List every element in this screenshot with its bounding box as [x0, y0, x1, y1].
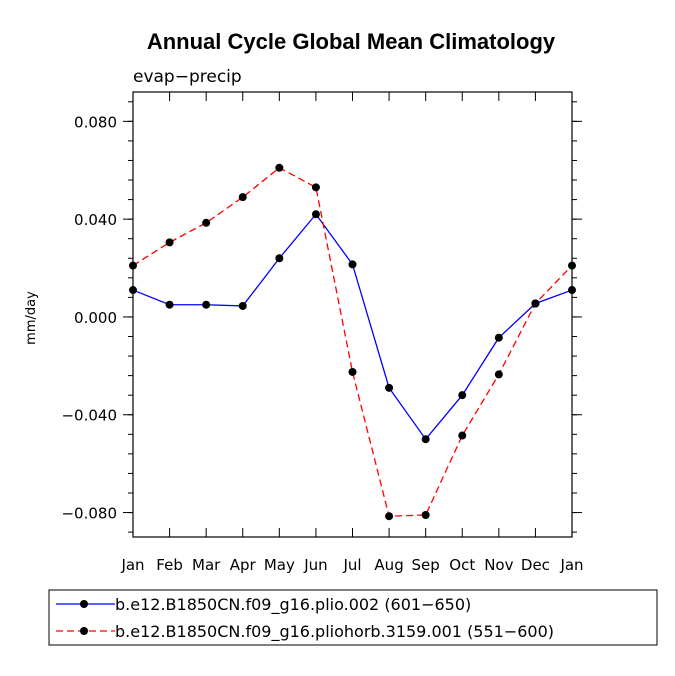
legend-label-series-1: b.e12.B1850CN.f09_g16.plio.002 (601−650) — [115, 595, 471, 615]
plot-frame — [132, 91, 573, 538]
data-point-series-1 — [494, 333, 503, 342]
data-point-series-1 — [165, 300, 174, 309]
y-tick-label: −0.080 — [61, 505, 117, 523]
data-point-series-2 — [202, 218, 211, 227]
data-point-series-1 — [348, 260, 357, 269]
legend-marker-series-2 — [80, 627, 88, 635]
x-tick-label: Aug — [374, 556, 403, 574]
x-tick-label: Sep — [412, 556, 440, 574]
data-point-series-1 — [385, 383, 394, 392]
series-line-2 — [132, 167, 573, 517]
x-tick-label: May — [264, 556, 295, 574]
y-tick-label: 0.000 — [74, 309, 117, 327]
x-tick-label: Feb — [156, 556, 183, 574]
legend-box — [48, 589, 658, 646]
x-tick-label: Oct — [449, 556, 475, 574]
series-line-1 — [132, 213, 573, 441]
data-point-series-1 — [311, 210, 320, 219]
x-tick-label: Jul — [342, 556, 361, 574]
y-tick-label: 0.080 — [74, 113, 117, 131]
data-point-series-2 — [421, 510, 430, 519]
legend-label-series-2: b.e12.B1850CN.f09_g16.pliohorb.3159.001 … — [115, 622, 554, 642]
data-point-series-2 — [494, 370, 503, 379]
y-axis-label: mm/day — [24, 291, 39, 345]
x-tick-label: Jan — [559, 556, 583, 574]
data-point-series-1 — [202, 300, 211, 309]
x-tick-label: Nov — [484, 556, 513, 574]
data-point-series-2 — [165, 238, 174, 247]
x-tick-label: Mar — [192, 556, 221, 574]
data-point-series-2 — [311, 183, 320, 192]
y-tick-label: −0.040 — [61, 407, 117, 425]
x-tick-label: Jan — [120, 556, 144, 574]
x-tick-label: Jun — [303, 556, 327, 574]
chart-title: Annual Cycle Global Mean Climatology — [147, 29, 556, 54]
data-point-series-1 — [275, 254, 284, 263]
data-point-series-1 — [238, 301, 247, 310]
data-point-series-2 — [238, 193, 247, 202]
data-point-series-2 — [531, 299, 540, 308]
y-tick-label: 0.040 — [74, 211, 117, 229]
data-point-series-2 — [385, 512, 394, 521]
data-point-series-2 — [458, 431, 467, 440]
chart-subtitle: evap−precip — [133, 67, 242, 87]
x-tick-label: Apr — [230, 556, 257, 574]
data-point-series-1 — [421, 435, 430, 444]
data-point-series-2 — [275, 163, 284, 172]
legend-marker-series-1 — [80, 600, 88, 608]
x-tick-label: Dec — [521, 556, 550, 574]
data-point-series-2 — [348, 367, 357, 376]
data-point-series-1 — [458, 391, 467, 400]
